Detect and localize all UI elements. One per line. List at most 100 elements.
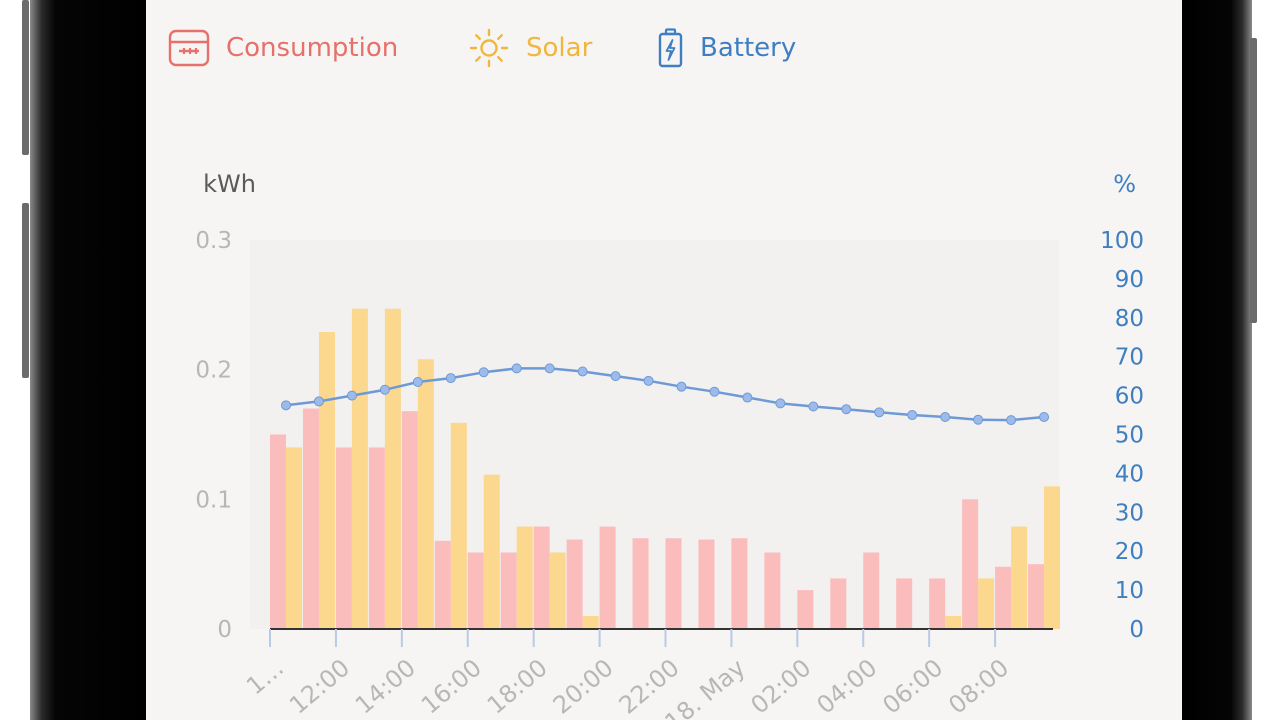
consumption-bar — [665, 538, 682, 629]
solar-bar — [582, 616, 599, 629]
x-tick-label: 02:00 — [746, 654, 817, 720]
left-tick-label: 0.2 — [195, 358, 232, 384]
battery-point — [907, 410, 918, 421]
app-screen: Consumption Solar Battery 1… 12: — [146, 0, 1182, 720]
consumption-bar — [896, 578, 913, 629]
consumption-bar — [335, 447, 352, 629]
solar-bar — [1044, 486, 1061, 629]
solar-bar — [516, 526, 533, 629]
x-tick-label: 14:00 — [350, 654, 421, 720]
battery-point — [577, 366, 588, 377]
solar-bar — [318, 332, 335, 629]
battery-point — [544, 363, 555, 374]
battery-point — [379, 384, 390, 395]
x-tick-label: 06:00 — [877, 654, 948, 720]
consumption-bar — [698, 539, 715, 629]
legend-battery[interactable]: Battery — [656, 26, 796, 70]
legend-consumption-label: Consumption — [226, 33, 399, 63]
consumption-bar — [599, 526, 616, 629]
battery-point — [940, 411, 951, 422]
right-tick-label: 20 — [1115, 539, 1144, 565]
consumption-bar — [434, 540, 451, 629]
battery-point — [610, 371, 621, 382]
x-tick-label: 04:00 — [811, 654, 882, 720]
left-tick-label: 0 — [217, 617, 232, 643]
consumption-bar — [962, 499, 979, 629]
battery-point — [412, 376, 423, 387]
solar-bar — [417, 359, 434, 629]
right-tick-label: 70 — [1115, 345, 1144, 371]
right-tick-label: 90 — [1115, 267, 1144, 293]
x-tick-label: 20:00 — [548, 654, 619, 720]
battery-point — [281, 400, 291, 411]
battery-point — [874, 407, 885, 418]
battery-point — [346, 390, 357, 401]
right-axis-label: % — [1113, 170, 1136, 198]
consumption-bar — [632, 538, 649, 629]
legend-consumption[interactable]: Consumption — [168, 26, 398, 70]
legend-battery-label: Battery — [700, 33, 797, 63]
battery-point — [1006, 415, 1017, 426]
battery-point — [511, 363, 522, 374]
battery-point — [775, 398, 786, 409]
battery-point — [313, 396, 324, 407]
sun-icon — [469, 28, 509, 68]
consumption-bar — [533, 526, 550, 629]
legend-solar-label: Solar — [526, 33, 593, 63]
battery-point — [445, 373, 456, 384]
consumption-bar — [302, 408, 319, 629]
phone-bezel-left — [30, 0, 146, 720]
right-tick-label: 30 — [1115, 500, 1144, 526]
right-tick-label: 100 — [1100, 228, 1144, 254]
right-tick-label: 80 — [1115, 306, 1144, 332]
x-tick-label: 12:00 — [284, 654, 355, 720]
consumption-bar — [566, 539, 583, 629]
phone-side-button — [22, 203, 29, 378]
consumption-bar — [995, 566, 1012, 629]
solar-bar — [483, 474, 500, 629]
battery-icon — [658, 28, 683, 68]
consumption-bar — [830, 578, 847, 629]
consumption-bar — [270, 434, 286, 629]
solar-bar — [1011, 526, 1028, 629]
solar-bar — [549, 552, 566, 629]
solar-bar — [286, 447, 302, 629]
phone-side-button — [1250, 38, 1257, 323]
battery-line — [285, 367, 1045, 422]
consumption-bar — [731, 538, 748, 629]
consumption-bar — [500, 552, 517, 629]
left-tick-label: 0.3 — [195, 228, 232, 254]
battery-point — [808, 401, 819, 412]
phone-side-button — [22, 0, 29, 155]
solar-bar — [978, 578, 995, 629]
consumption-bar — [1028, 564, 1045, 629]
battery-point — [676, 381, 687, 392]
consumption-bar — [368, 447, 385, 629]
x-tick-label: 16:00 — [416, 654, 487, 720]
x-tick-label: 08:00 — [943, 654, 1014, 720]
legend-solar[interactable]: Solar — [468, 26, 592, 70]
solar-bar — [450, 422, 467, 629]
battery-point — [841, 404, 852, 415]
consumption-bar — [467, 552, 484, 629]
battery-point — [1039, 411, 1050, 422]
battery-point — [643, 375, 654, 386]
left-axis-label: kWh — [203, 170, 256, 198]
consumption-bar — [401, 411, 418, 629]
right-tick-label: 40 — [1115, 461, 1144, 487]
solar-bar — [945, 616, 962, 629]
consumption-bar — [929, 578, 946, 629]
battery-point — [478, 367, 489, 378]
right-tick-label: 50 — [1115, 423, 1144, 449]
right-tick-label: 0 — [1129, 617, 1144, 643]
consumption-bar — [797, 590, 814, 629]
battery-point — [709, 386, 720, 397]
solar-bar — [384, 308, 401, 629]
phone-bezel-right — [1182, 0, 1252, 720]
x-tick-label: 1… — [241, 654, 289, 701]
right-tick-label: 60 — [1115, 384, 1144, 410]
x-tick-label: 18:00 — [482, 654, 553, 720]
battery-point — [973, 414, 984, 425]
battery-point — [742, 392, 753, 403]
